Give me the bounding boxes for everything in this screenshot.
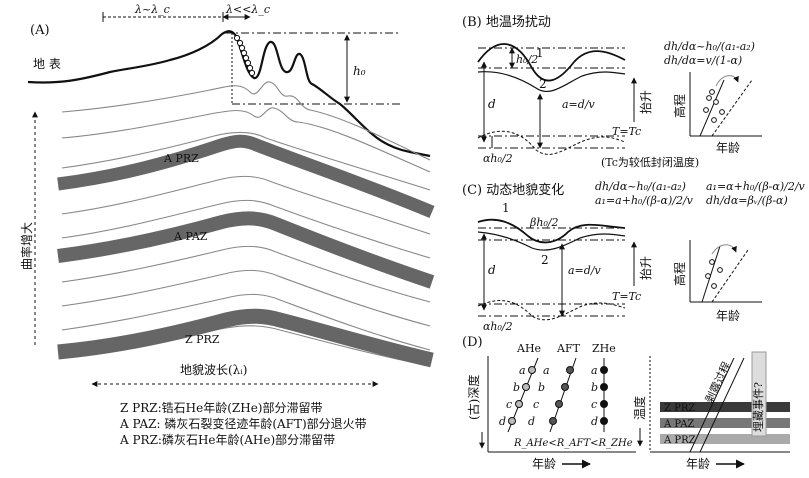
b-label-1: 1 <box>536 46 544 60</box>
d-left-plot: (古)深度 AHe AFT ZHe a b c d a b c d <box>466 342 636 471</box>
d-relation: R_AHe<R_AFT<R_ZHe <box>513 438 633 449</box>
h0-half-label: h₀/2 <box>516 53 538 66</box>
c-eq1: dh/dα~h₀/(a₁-a₂) <box>595 180 686 193</box>
surface-topography <box>27 30 431 158</box>
d-a3: a <box>591 364 598 377</box>
c-uplift-label: 抬升 <box>639 256 653 280</box>
panel-a: (A) λ~λ_c λ<<λ_c h₀ 地 表 <box>19 3 435 447</box>
surface-label: 地 表 <box>33 57 61 71</box>
d-d3: d <box>591 415 598 428</box>
c-surface-1 <box>477 218 626 244</box>
zone-z-prz-label: Z PRZ <box>185 333 220 346</box>
d-zprz-label: Z PRZ <box>664 403 695 414</box>
c-eq4: dh/dα=βᵥ/(β-α) <box>706 194 788 207</box>
d-age-left: 年龄 <box>532 457 556 471</box>
c-alpha-label: αh₀/2 <box>483 320 513 333</box>
b-eq1: dh/dα~h₀/(a₁-a₂) <box>664 40 755 53</box>
c-surface-2 <box>477 231 626 251</box>
zone-a-paz-label: A PAZ <box>173 230 208 243</box>
d-event-label: 埋藏事件? <box>752 382 765 432</box>
b-age-label: 年龄 <box>716 141 740 155</box>
zone-z-prz-band <box>57 308 434 368</box>
zone-a-paz-band <box>57 211 435 289</box>
legend-zprz: Z PRZ:锆石He年龄(ZHe)部分滞留带 <box>120 400 322 415</box>
particle-path <box>233 34 256 77</box>
d-b3: b <box>591 381 598 394</box>
d-apaz-label: A PAZ <box>663 419 694 430</box>
b-alpha-label: αh₀/2 <box>483 152 513 165</box>
d-right-plot: 温度 Z PRZ A PAZ A PRZ 剥露过程 埋藏事件? 年龄 <box>632 351 790 471</box>
panel-a-label: (A) <box>30 23 50 38</box>
d-ahe-points <box>508 366 536 425</box>
b-note: (Tc为较低封闭温度) <box>601 155 699 169</box>
legend-apaz: A PAZ: 磷灰石裂变径迹年龄(AFT)部分退火带 <box>119 416 367 431</box>
legend-aprz: A PRZ:磷灰石He年龄(AHe)部分滞留带 <box>119 432 335 447</box>
d-age-right: 年龄 <box>686 457 710 471</box>
d-c3: c <box>591 398 597 411</box>
d-aprz-band <box>660 434 790 444</box>
c-eq2: a₁=α+h₀/(β-α)/2/v <box>706 180 806 193</box>
c-mini-plot: 高程 年龄 <box>672 240 762 323</box>
d-apaz-band <box>660 418 790 428</box>
c-a-eq: a=d/v <box>568 264 602 277</box>
d-col-ahe: AHe <box>516 342 541 355</box>
d-c2: c <box>533 398 539 411</box>
d-b1: b <box>513 381 520 394</box>
c-d-label: d <box>488 263 496 277</box>
panel-d: (D) (古)深度 AHe AFT ZHe a b c <box>462 335 790 471</box>
d-event-box <box>751 351 767 437</box>
d-zhe-points <box>600 366 608 425</box>
c-beta-label: βh₀/2 <box>529 216 559 229</box>
panel-b: (B) 地温场扰动 h₀/2 1 2 d a=d/v αh₀/2 T=Tc 抬升… <box>462 15 762 169</box>
wavelength-small-label: λ<<λ_c <box>225 3 270 16</box>
b-t-eq: T=Tc <box>612 125 641 138</box>
c-label-1: 1 <box>502 201 510 215</box>
zone-a-prz-label: A PRZ <box>163 152 199 165</box>
panel-c: (C) 动态地貌变化 dh/dα~h₀/(a₁-a₂) a₁=α+h₀/(β-α… <box>462 180 806 333</box>
b-mini-plot: 高程 年龄 <box>672 72 762 155</box>
c-label-2: 2 <box>541 253 549 267</box>
d-temp-label: 温度 <box>632 396 647 420</box>
d-col-aft: AFT <box>556 342 581 355</box>
panel-b-label: (B) 地温场扰动 <box>462 15 551 30</box>
d-a1: a <box>519 364 526 377</box>
c-age-label: 年龄 <box>716 309 740 323</box>
isotherms <box>61 81 431 367</box>
b-eq2: dh/dα=v/(1-α) <box>664 54 742 67</box>
d-exhum-label: 剥露过程 <box>703 360 733 405</box>
b-d-label: d <box>488 97 496 111</box>
c-eq3: a₁=a+h₀/(β-α)/2/v <box>595 194 694 207</box>
panel-d-label: (D) <box>462 335 483 350</box>
h0-label: h₀ <box>353 64 366 78</box>
wavelength-axis-label: 地貌波长(λᵢ) <box>180 362 247 377</box>
b-a-eq: a=d/v <box>562 98 596 111</box>
d-d2: d <box>528 415 535 428</box>
surface-1 <box>477 43 626 82</box>
d-d1: d <box>499 415 506 428</box>
curvature-axis-label: 曲率增大 <box>19 222 34 270</box>
d-aprz-label: A PRZ <box>663 435 696 446</box>
d-c1: c <box>506 398 512 411</box>
c-t-eq: T=Tc <box>612 290 641 303</box>
surface-2 <box>477 71 626 93</box>
b-label-2: 2 <box>539 77 547 91</box>
c-elevation-label: 高程 <box>672 262 687 286</box>
d-col-zhe: ZHe <box>592 342 616 355</box>
b-elevation-label: 高程 <box>672 94 687 118</box>
wavelength-range-label: λ~λ_c <box>134 3 170 16</box>
d-b2: b <box>538 381 545 394</box>
d-a2: a <box>543 364 550 377</box>
b-uplift-label: 抬升 <box>639 90 653 114</box>
zone-a-prz-band <box>57 134 435 218</box>
d-zprz-band <box>660 402 790 412</box>
d-aft-points <box>549 366 574 425</box>
d-depth-label: (古)深度 <box>466 375 481 420</box>
panel-c-label: (C) 动态地貌变化 <box>462 182 564 198</box>
